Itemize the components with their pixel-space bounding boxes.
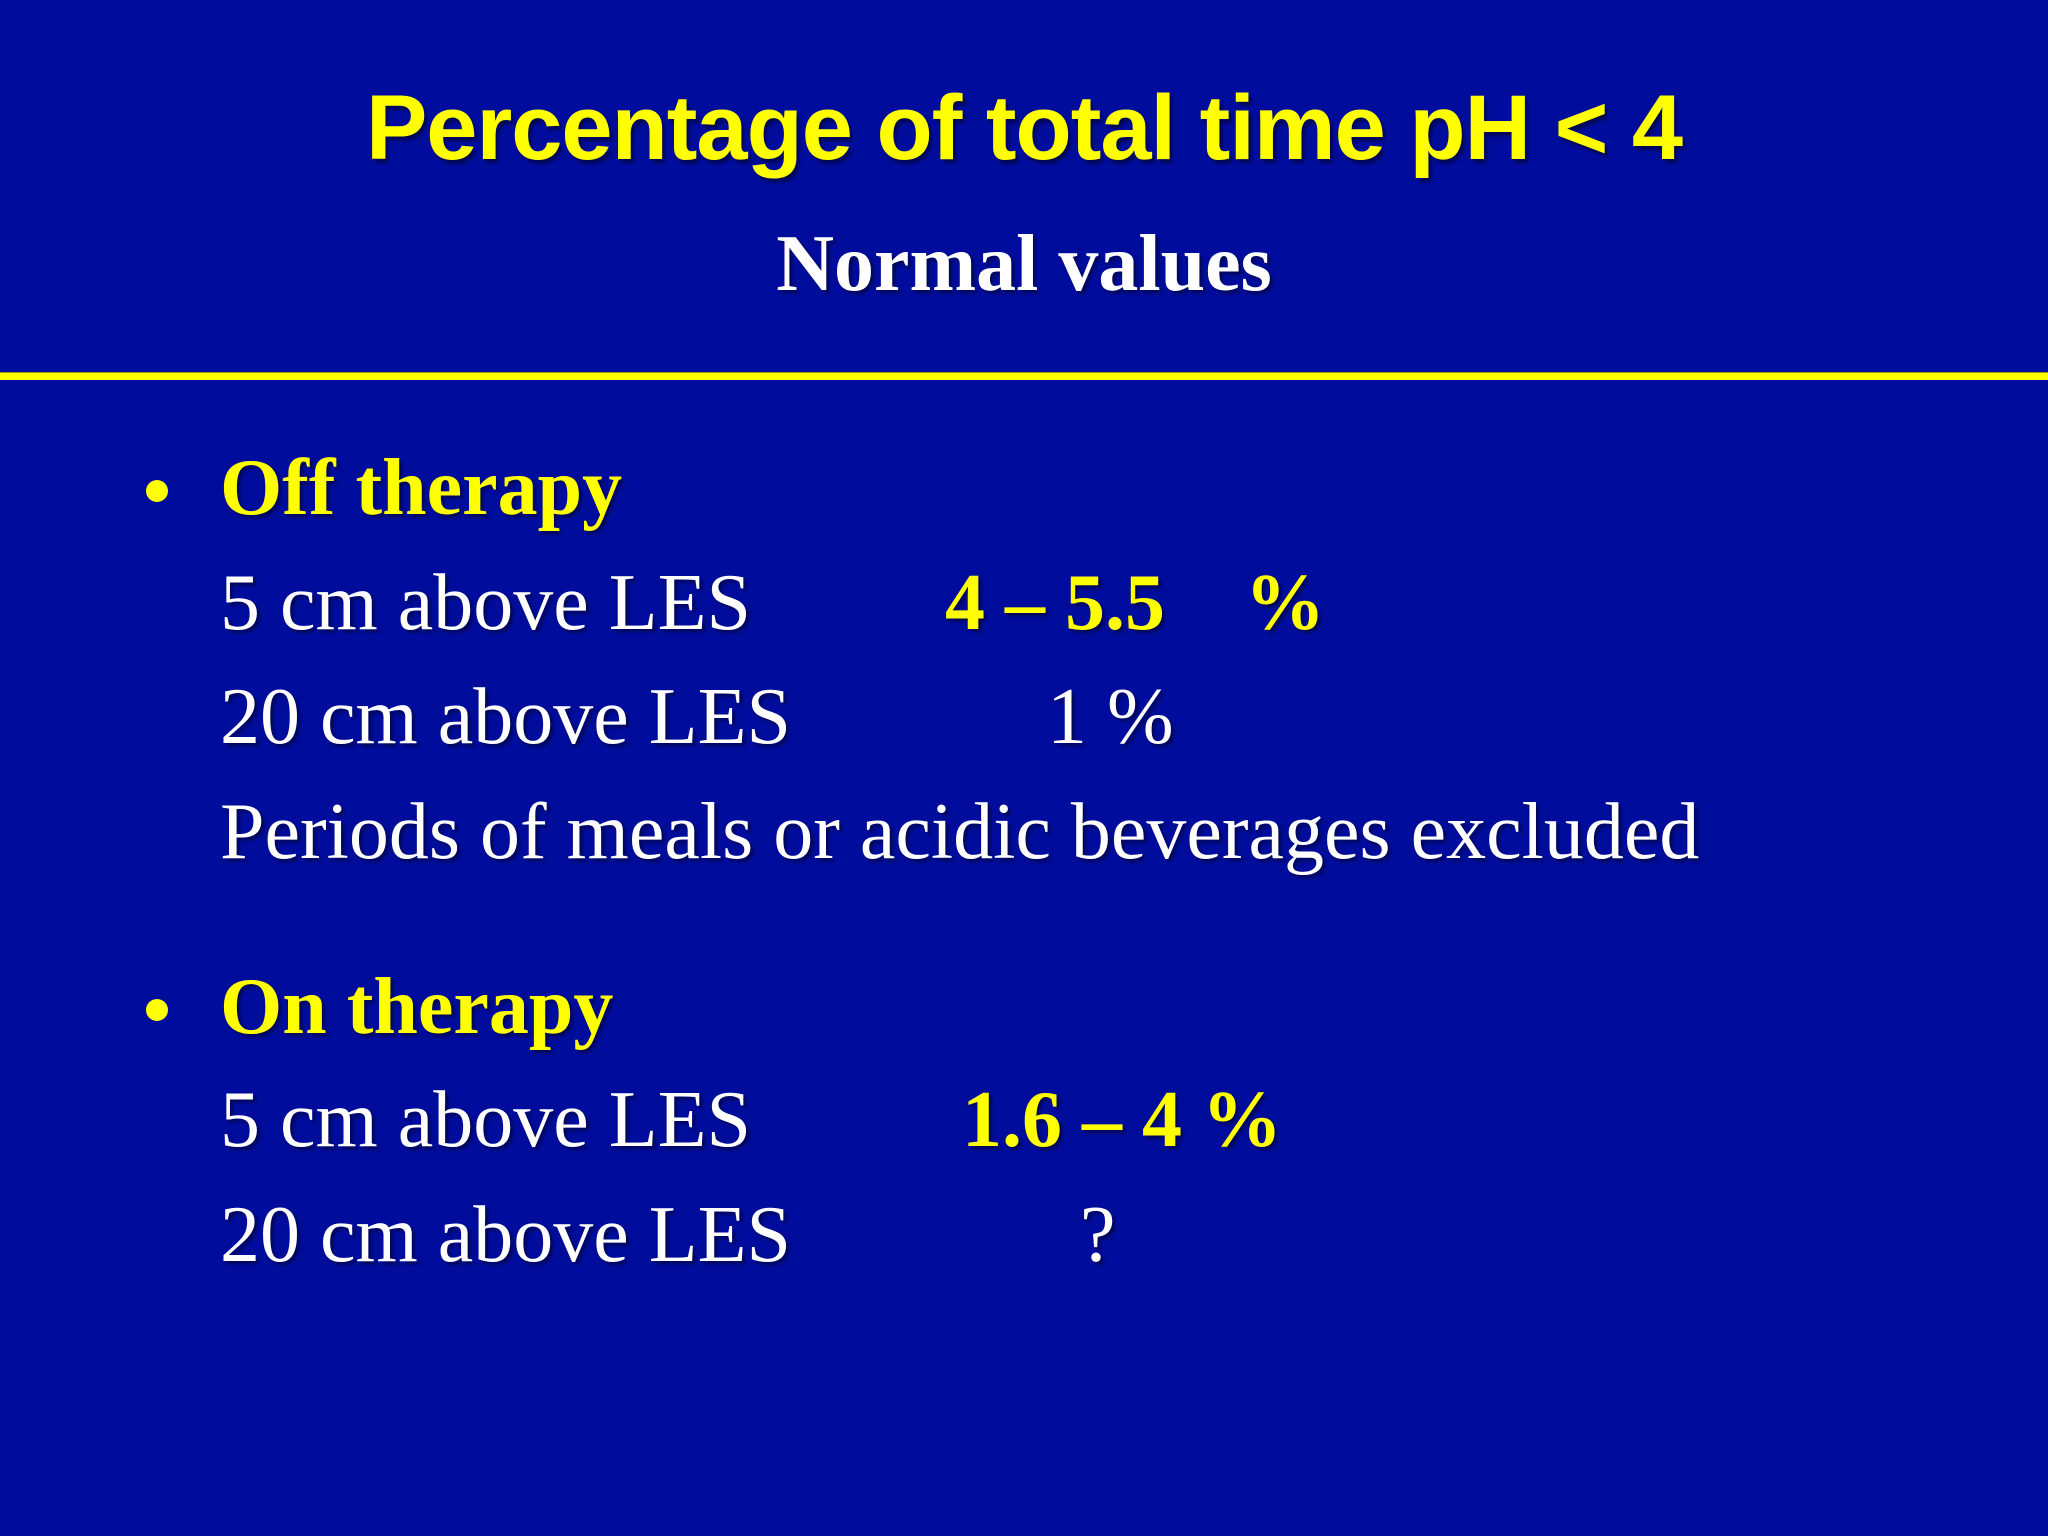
section-heading-label: On therapy <box>220 963 614 1051</box>
row-value-20cm-off: 1 % <box>1047 673 1174 761</box>
row-value-5cm-on: 1.6 – 4 % <box>962 1076 1282 1164</box>
section-heading-label: Off therapy <box>220 444 623 532</box>
divider-line <box>0 372 2048 380</box>
bullet-icon <box>146 480 168 502</box>
row-label-5cm-on: 5 cm above LES <box>220 1076 751 1164</box>
row-label-20cm-on: 20 cm above LES <box>220 1191 791 1279</box>
bullet-icon <box>146 999 168 1021</box>
slide-subtitle: Normal values <box>776 220 1272 308</box>
row-label-5cm-off: 5 cm above LES <box>220 559 751 647</box>
slide-title: Percentage of total time pH < 4 <box>365 77 1683 179</box>
exclusion-note: Periods of meals or acidic beverages exc… <box>220 788 1700 876</box>
row-value-20cm-on: ? <box>1080 1191 1116 1279</box>
row-label-20cm-off: 20 cm above LES <box>220 673 791 761</box>
row-value-5cm-off: 4 – 5.5 % <box>945 559 1325 647</box>
